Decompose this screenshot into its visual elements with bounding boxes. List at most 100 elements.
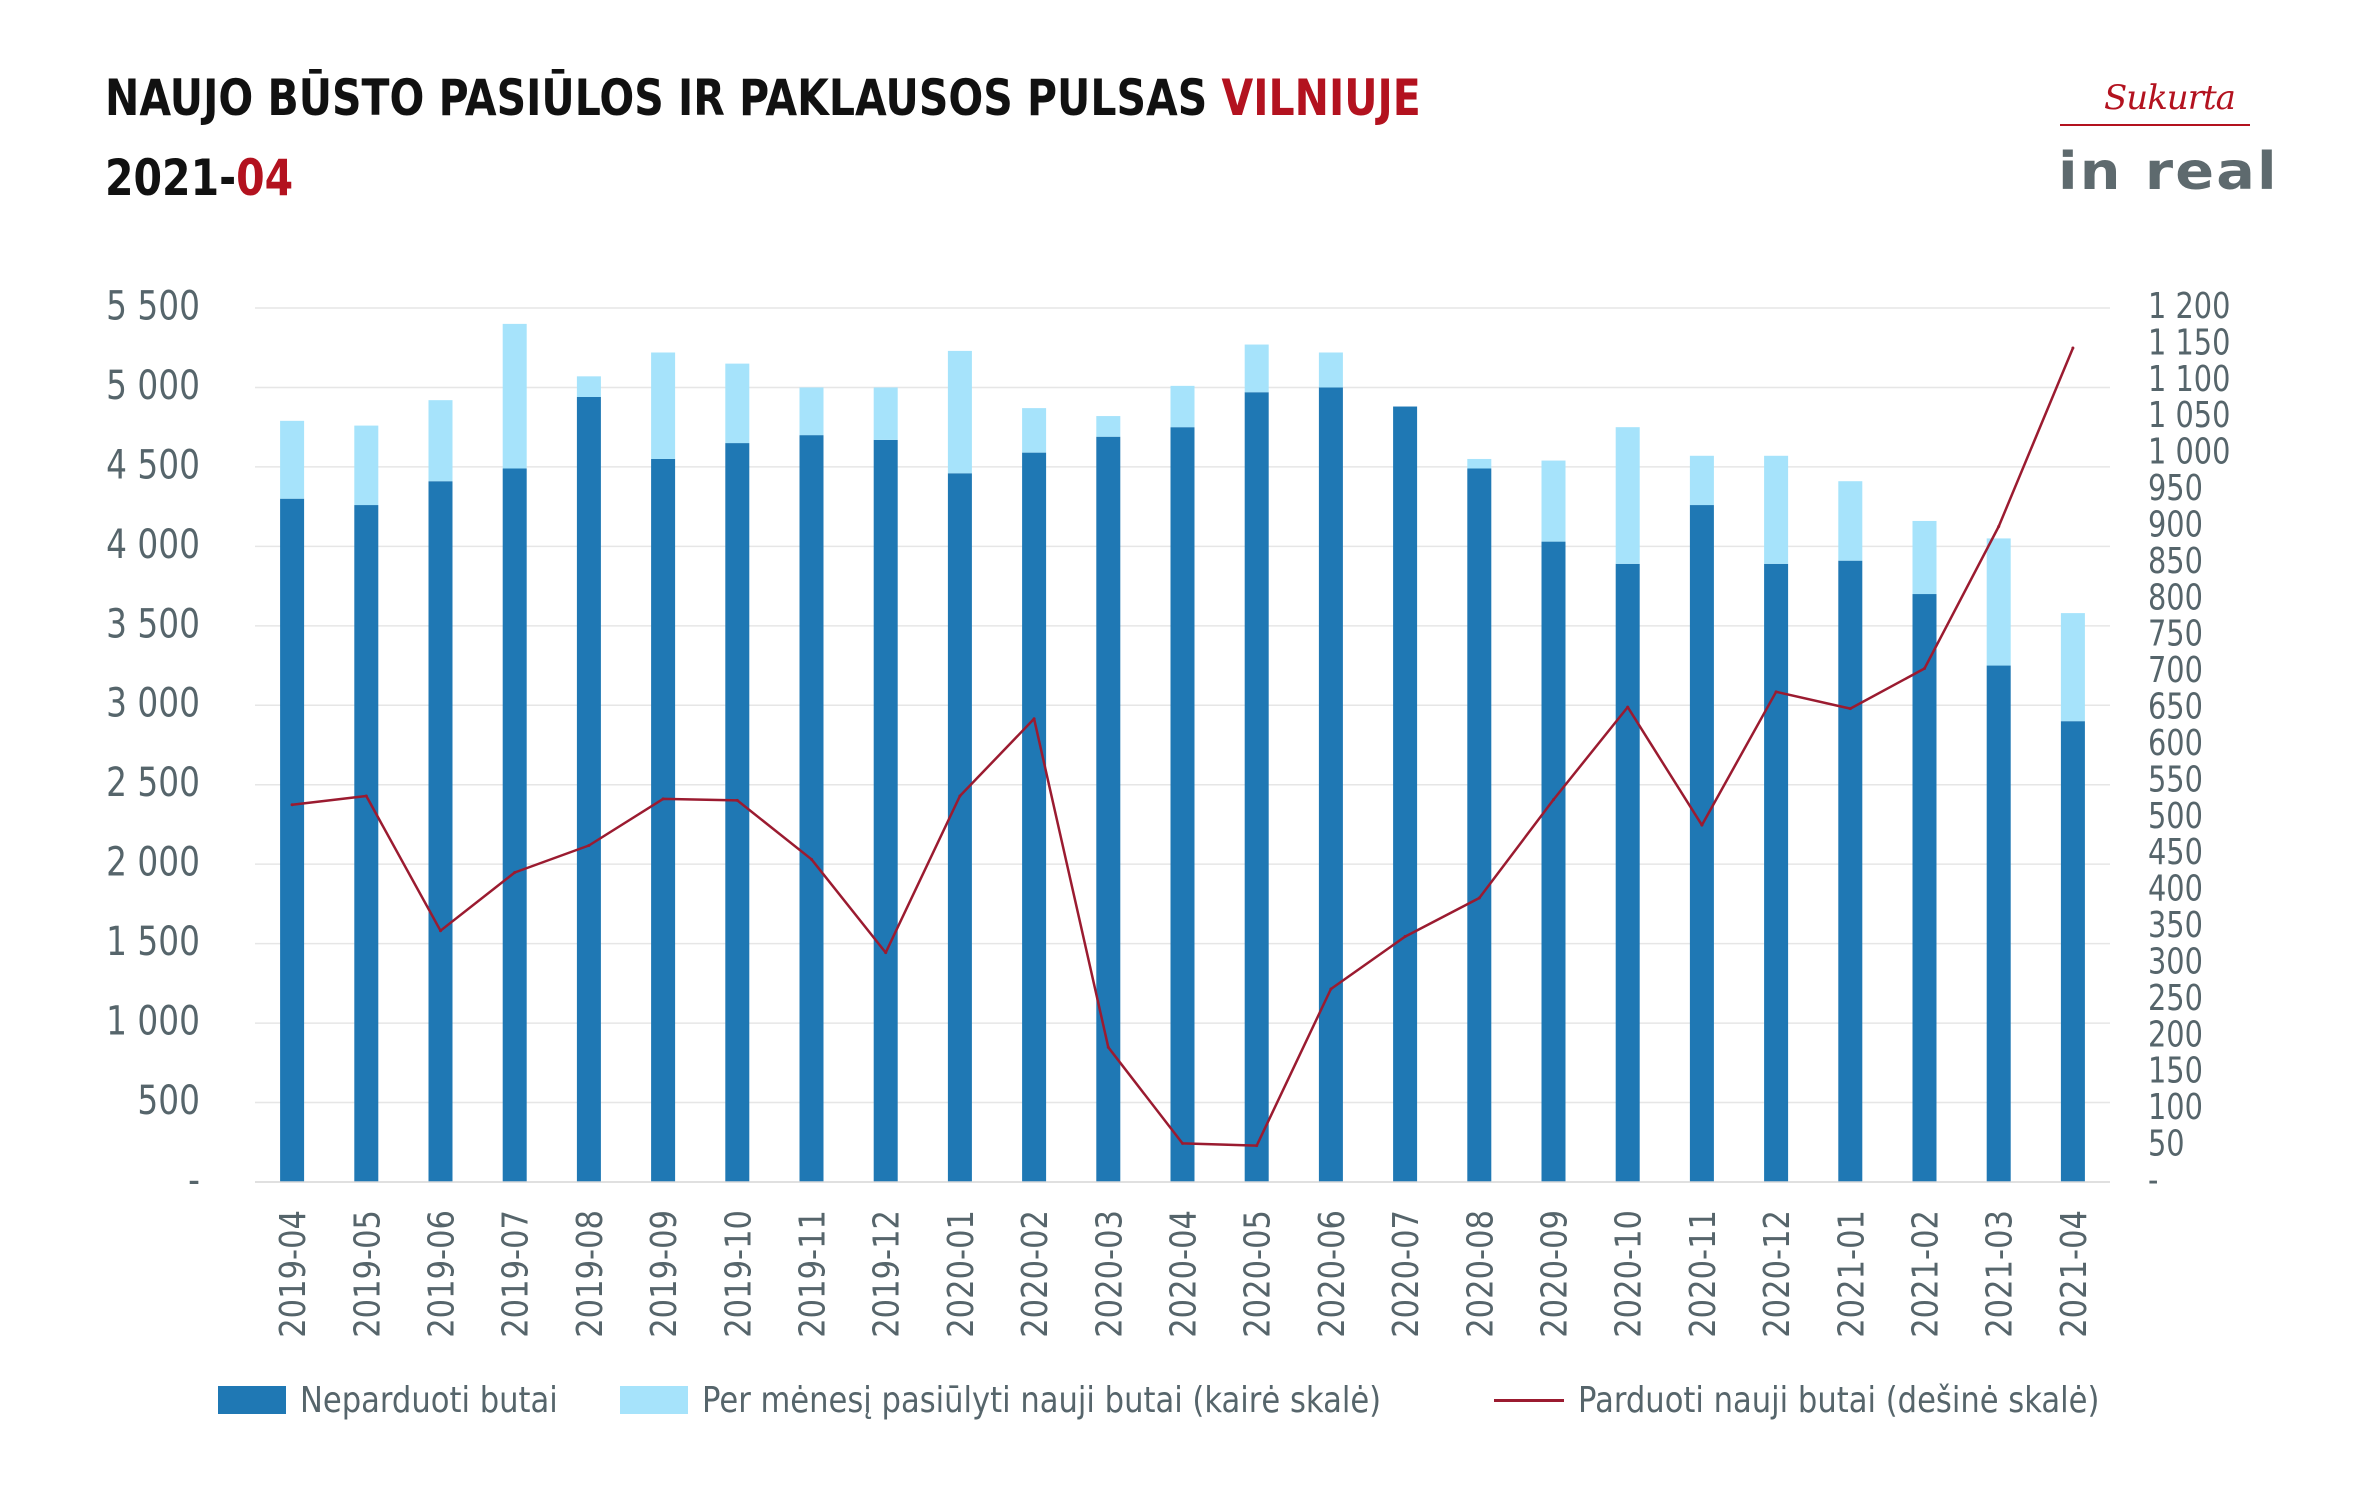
legend-label-sold: Parduoti nauji butai (dešinė skalė) [1578, 1379, 2100, 1421]
x-tick-label: 2019-12 [865, 1210, 907, 1338]
bar-new-offered [1541, 460, 1566, 542]
y-right-tick-label: 550 [2148, 758, 2203, 800]
bar-new-offered [1467, 458, 1492, 469]
title-line-2: 2021-04 [105, 138, 1421, 218]
bar-unsold [1096, 436, 1121, 1182]
legend-swatch-new-offered [620, 1386, 688, 1414]
legend-swatch-sold [1494, 1398, 1564, 1402]
bar-unsold [799, 435, 824, 1182]
bar-new-offered [502, 323, 527, 469]
sales-point [1774, 690, 1778, 694]
bar-new-offered [1170, 385, 1195, 428]
bar-unsold [1318, 387, 1343, 1182]
bar-new-offered [1838, 481, 1863, 561]
bar-unsold [947, 473, 972, 1182]
bar-unsold [1393, 406, 1418, 1182]
sales-point [661, 797, 665, 801]
legend: Neparduoti butai Per mėnesį pasiūlyti na… [0, 1370, 2371, 1430]
y-right-tick-label: 700 [2148, 649, 2203, 691]
bar-new-offered [1318, 352, 1343, 388]
x-tick-label: 2019-06 [420, 1210, 462, 1338]
bar-unsold [1764, 563, 1789, 1182]
y-right-tick-label: 250 [2148, 977, 2203, 1019]
sales-point [1700, 823, 1704, 827]
bar-new-offered [1096, 416, 1121, 437]
y-left-tick-label: 4 000 [106, 521, 200, 568]
y-right-tick-label: 1 100 [2148, 358, 2230, 400]
legend-item-unsold: Neparduoti butai [218, 1370, 603, 1430]
y-right-tick-label: 350 [2148, 904, 2203, 946]
x-tick-label: 2020-05 [1236, 1210, 1278, 1338]
y-right-tick-label: 450 [2148, 831, 2203, 873]
y-right-tick-label: 150 [2148, 1050, 2203, 1092]
sales-point [1477, 896, 1481, 900]
bars [280, 323, 2085, 1183]
sales-point [958, 794, 962, 798]
bar-unsold [1615, 563, 1640, 1182]
title-period-accent: 04 [236, 149, 294, 207]
x-tick-label: 2019-10 [717, 1210, 759, 1338]
bar-new-offered [1912, 520, 1937, 595]
bar-new-offered [280, 420, 305, 499]
bar-new-offered [1022, 408, 1047, 453]
y-left-tick-label: 4 500 [106, 441, 200, 488]
bar-unsold [1022, 452, 1047, 1182]
y-left-tick-label: 1 500 [106, 918, 200, 965]
sales-point [290, 803, 294, 807]
sales-point [735, 798, 739, 802]
title-period: 2021- [105, 149, 237, 207]
x-tick-label: 2020-08 [1459, 1210, 1501, 1338]
bar-unsold [1689, 505, 1714, 1183]
y-right-tick-label: 100 [2148, 1086, 2203, 1128]
sales-point [1552, 798, 1555, 802]
x-tick-label: 2020-09 [1533, 1210, 1575, 1338]
y-right-tick-label: 850 [2148, 540, 2203, 582]
title-accent: VILNIUJE [1221, 69, 1421, 127]
y-left-tick-label: 500 [137, 1077, 200, 1124]
bar-new-offered [947, 350, 972, 474]
x-tick-label: 2020-02 [1014, 1210, 1056, 1338]
logo-sukurta-text: Sukurta [2104, 78, 2236, 118]
bar-new-offered [1764, 455, 1789, 564]
bar-new-offered [2060, 613, 2085, 722]
sales-point [1626, 705, 1630, 709]
x-tick-label: 2021-02 [1904, 1210, 1946, 1338]
bar-new-offered [354, 425, 379, 506]
bar-unsold [651, 458, 676, 1182]
y-right-tick-label: 400 [2148, 867, 2203, 909]
x-tick-label: 2020-12 [1756, 1210, 1798, 1338]
bar-unsold [873, 439, 898, 1182]
sales-point [810, 857, 813, 861]
sales-point [1181, 1141, 1184, 1145]
y-left-tick-label: - [188, 1156, 200, 1203]
bar-unsold [280, 498, 305, 1182]
x-tick-label: 2019-04 [272, 1210, 314, 1338]
y-right-tick-label: 1 050 [2148, 394, 2230, 436]
sales-line [290, 346, 2075, 1148]
sales-point [1403, 935, 1407, 939]
sales-point [1997, 525, 2001, 528]
title-main: NAUJO BŪSTO PASIŪLOS IR PAKLAUSOS PULSAS [105, 69, 1222, 127]
y-right-tick-label: 200 [2148, 1013, 2203, 1055]
bar-new-offered [576, 376, 601, 397]
bar-new-offered [1986, 538, 2011, 666]
sales-point [439, 929, 442, 933]
x-axis: 2019-04 2019-05 2019-06 2019-07 2019-08 2019-… [255, 1181, 2110, 1338]
legend-item-sold: Parduoti nauji butai (dešinė skalė) [1494, 1370, 2191, 1430]
y-left-tick-label: 5 500 [106, 282, 200, 329]
bar-unsold [502, 468, 527, 1182]
y-right-tick-label: 1 000 [2148, 430, 2230, 472]
x-tick-label: 2021-03 [1978, 1210, 2020, 1338]
y-right-tick-label: 750 [2148, 613, 2203, 655]
bar-unsold [1467, 468, 1492, 1182]
x-tick-label: 2020-06 [1310, 1210, 1352, 1338]
sales-point [587, 844, 591, 848]
bar-unsold [576, 396, 601, 1182]
y-right-tick-label: 900 [2148, 503, 2203, 545]
sales-point [1329, 987, 1333, 991]
x-tick-label: 2021-01 [1830, 1210, 1872, 1338]
logo-divider [2060, 124, 2250, 126]
y-right-tick-label: 1 150 [2148, 321, 2230, 363]
y-right-tick-label: 600 [2148, 722, 2203, 764]
x-tick-label: 2020-04 [1162, 1210, 1204, 1338]
